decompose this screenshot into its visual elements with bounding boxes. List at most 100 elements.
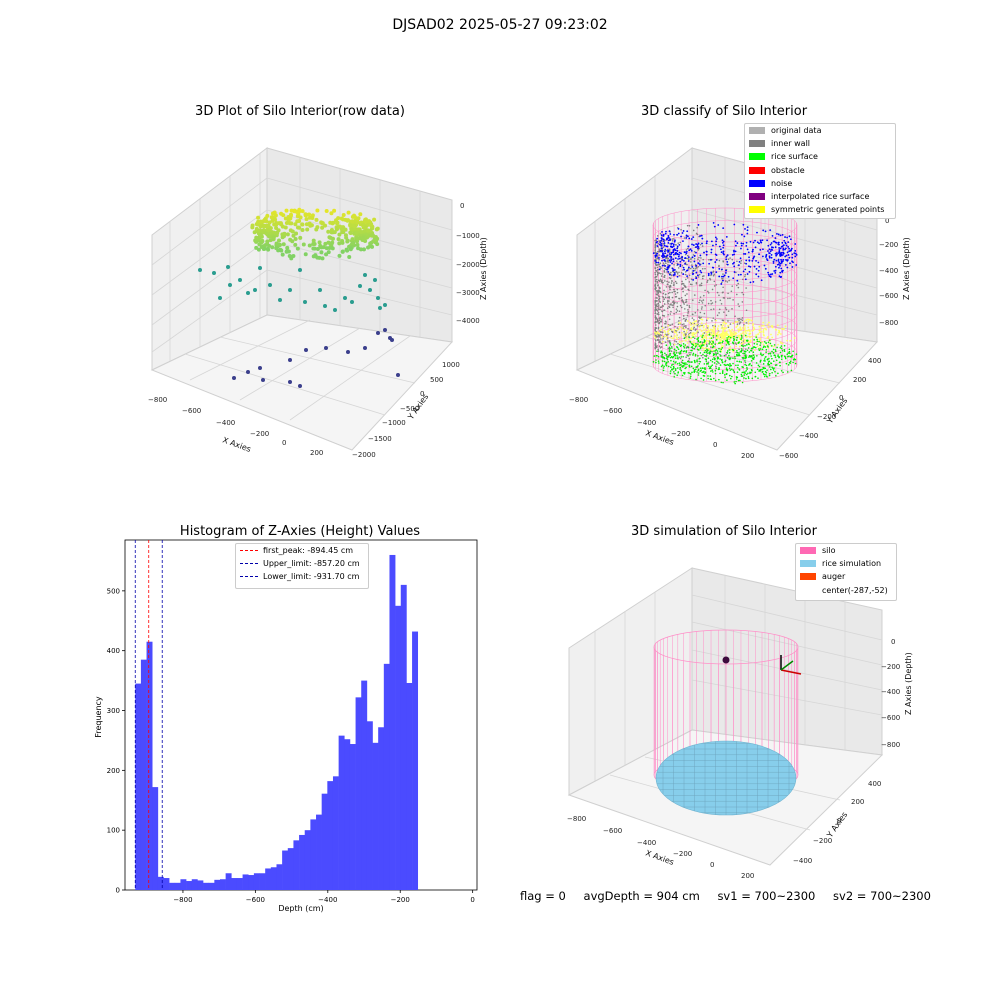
wall-point (674, 296, 677, 298)
wall-point (660, 272, 662, 275)
rice-point (665, 354, 668, 356)
noise-point (676, 253, 679, 256)
legend-color-swatch (749, 193, 765, 201)
rice-point (767, 361, 770, 363)
wall-point (658, 319, 661, 322)
noise-point (784, 236, 786, 238)
rice-point (765, 351, 767, 354)
noise-point (780, 258, 782, 261)
wall-point (669, 313, 672, 315)
wall-point (660, 267, 662, 270)
rice-point (696, 371, 698, 373)
symmetric-point (749, 336, 751, 339)
rice-point (735, 339, 738, 341)
symmetric-point (764, 327, 766, 330)
wall-point (682, 269, 684, 271)
symmetric-point (779, 333, 782, 335)
noise-point (687, 245, 690, 248)
rice-point (726, 339, 729, 341)
wall-point (667, 302, 669, 305)
noise-point (794, 249, 797, 252)
raw-point (263, 243, 268, 248)
rice-point (732, 335, 735, 338)
noise-point (736, 279, 739, 282)
wall-point (667, 296, 669, 299)
rice-point (711, 346, 714, 349)
rice-point (680, 356, 683, 358)
sim-ytick: −200 (813, 837, 832, 845)
wall-point (690, 261, 692, 263)
wall-point (654, 288, 657, 291)
raw-point (363, 346, 367, 350)
rice-point (691, 346, 694, 348)
sim-ytick: 0 (837, 817, 841, 825)
wall-point (676, 310, 679, 312)
noise-point (723, 253, 725, 256)
raw-point (268, 226, 273, 231)
wall-point (719, 299, 722, 302)
wall-point (670, 274, 673, 276)
rice-point (661, 351, 664, 354)
rice-point (754, 346, 757, 349)
raw-xtick: 200 (310, 449, 323, 457)
rice-point (764, 370, 767, 373)
raw-point (265, 213, 270, 218)
wall-point (667, 299, 669, 302)
noise-point (696, 245, 699, 248)
rice-point (741, 371, 744, 374)
wall-point (729, 323, 732, 325)
noise-point (771, 273, 774, 275)
symmetric-point (702, 326, 705, 329)
noise-point (755, 273, 758, 276)
rice-point (660, 356, 663, 358)
wall-point (700, 316, 702, 319)
symmetric-point (690, 341, 693, 343)
rice-point (708, 367, 711, 370)
wall-point (699, 243, 702, 246)
rice-point (795, 353, 798, 355)
wall-point (654, 276, 657, 279)
symmetric-point (678, 325, 681, 328)
raw-ztick: −1000 (456, 232, 480, 240)
rice-point (733, 381, 736, 383)
raw-point (323, 304, 327, 308)
wall-point (654, 248, 657, 250)
wire-ring (652, 220, 798, 255)
symmetric-point (663, 333, 666, 336)
noise-point (751, 260, 754, 262)
symmetric-point (745, 332, 748, 335)
wall-point (722, 273, 724, 275)
noise-point (734, 250, 737, 253)
rice-point (695, 342, 697, 345)
noise-point (679, 263, 682, 266)
raw-point (307, 212, 312, 217)
raw-point (355, 236, 360, 241)
histogram-bar (140, 659, 147, 890)
wall-point (671, 296, 674, 299)
symmetric-point (706, 333, 709, 336)
rice-point (767, 352, 770, 355)
noise-point (707, 272, 710, 275)
wall-point (745, 322, 748, 324)
rice-point (776, 346, 778, 349)
symmetric-point (724, 334, 727, 337)
noise-point (742, 242, 745, 245)
noise-point (745, 262, 748, 265)
wall-point (727, 320, 729, 322)
symmetric-point (762, 324, 765, 327)
raw-point (335, 220, 340, 225)
rice-point (730, 377, 732, 380)
raw-point (284, 221, 289, 226)
noise-point (688, 249, 691, 252)
raw-point (336, 237, 341, 242)
wall-point (658, 313, 660, 316)
rice-point (722, 370, 724, 372)
symmetric-point (781, 342, 784, 345)
rice-point (773, 344, 776, 346)
wall-point (707, 290, 709, 293)
wall-point (673, 263, 675, 266)
symmetric-point (743, 333, 746, 336)
rice-point (689, 341, 692, 343)
noise-point (715, 243, 717, 246)
wall-point (658, 345, 661, 348)
